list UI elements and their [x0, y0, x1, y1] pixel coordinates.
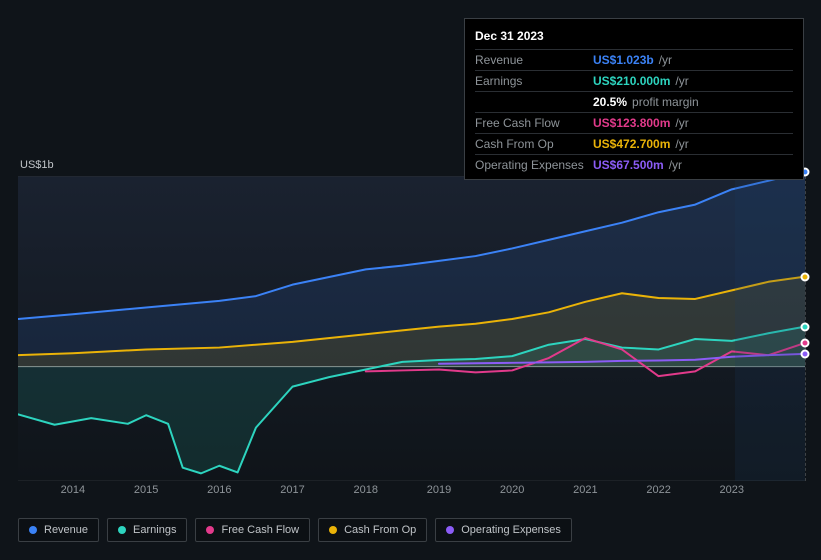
tooltip-row-unit: /yr	[669, 158, 682, 172]
tooltip-row: 20.5% profit margin	[475, 91, 793, 112]
legend-label: Cash From Op	[344, 524, 416, 536]
tooltip-row-value: US$210.000m	[593, 74, 670, 88]
tooltip-row-value: US$472.700m	[593, 137, 670, 151]
x-axis-label: 2022	[646, 484, 670, 496]
legend-item[interactable]: Revenue	[18, 518, 99, 542]
x-axis-label: 2015	[134, 484, 158, 496]
financial-chart[interactable]	[18, 176, 805, 481]
tooltip-row-unit: /yr	[675, 137, 688, 151]
tooltip-row-label: Free Cash Flow	[475, 116, 593, 130]
tooltip-rows: RevenueUS$1.023b/yrEarningsUS$210.000m/y…	[475, 49, 793, 175]
x-axis-label: 2020	[500, 484, 524, 496]
tooltip-row-label: Cash From Op	[475, 137, 593, 151]
series-marker	[801, 338, 810, 347]
tooltip-row-value: US$67.500m	[593, 158, 664, 172]
legend-item[interactable]: Cash From Op	[318, 518, 427, 542]
legend-dot-icon	[29, 526, 37, 534]
x-axis-label: 2017	[280, 484, 304, 496]
tooltip-row: Cash From OpUS$472.700m/yr	[475, 133, 793, 154]
tooltip-row-value: 20.5%	[593, 95, 627, 109]
legend-item[interactable]: Free Cash Flow	[195, 518, 310, 542]
x-axis: 2014 2015 2016 2017 2018 2019 2020 2021 2022 2023	[18, 484, 805, 500]
tooltip-row-label: Earnings	[475, 74, 593, 88]
tooltip-row-label: Operating Expenses	[475, 158, 593, 172]
legend-item[interactable]: Operating Expenses	[435, 518, 572, 542]
legend-item[interactable]: Earnings	[107, 518, 187, 542]
tooltip-date: Dec 31 2023	[475, 25, 793, 49]
legend-label: Revenue	[44, 524, 88, 536]
x-axis-label: 2021	[573, 484, 597, 496]
x-axis-label: 2023	[720, 484, 744, 496]
tooltip-row-unit: /yr	[675, 116, 688, 130]
series-marker	[801, 322, 810, 331]
tooltip-row-label: Revenue	[475, 53, 593, 67]
legend-dot-icon	[118, 526, 126, 534]
tooltip-row-unit: profit margin	[632, 95, 699, 109]
legend: Revenue Earnings Free Cash Flow Cash From O…	[18, 518, 572, 542]
legend-label: Free Cash Flow	[221, 524, 299, 536]
legend-label: Operating Expenses	[461, 524, 561, 536]
x-axis-label: 2014	[61, 484, 85, 496]
tooltip-row-unit: /yr	[675, 74, 688, 88]
x-axis-label: 2018	[353, 484, 377, 496]
tooltip-row: RevenueUS$1.023b/yr	[475, 49, 793, 70]
legend-label: Earnings	[133, 524, 176, 536]
tooltip-row: Free Cash FlowUS$123.800m/yr	[475, 112, 793, 133]
x-axis-label: 2019	[427, 484, 451, 496]
legend-dot-icon	[329, 526, 337, 534]
tooltip-row: Operating ExpensesUS$67.500m/yr	[475, 154, 793, 175]
y-axis-label-top: US$1b	[20, 159, 54, 171]
legend-dot-icon	[206, 526, 214, 534]
tooltip-panel: Dec 31 2023 RevenueUS$1.023b/yrEarningsU…	[464, 18, 804, 180]
tooltip-row-value: US$1.023b	[593, 53, 654, 67]
x-axis-label: 2016	[207, 484, 231, 496]
tooltip-row-unit: /yr	[659, 53, 672, 67]
series-marker	[801, 272, 810, 281]
tooltip-row: EarningsUS$210.000m/yr	[475, 70, 793, 91]
tooltip-row-value: US$123.800m	[593, 116, 670, 130]
legend-dot-icon	[446, 526, 454, 534]
series-marker	[801, 349, 810, 358]
